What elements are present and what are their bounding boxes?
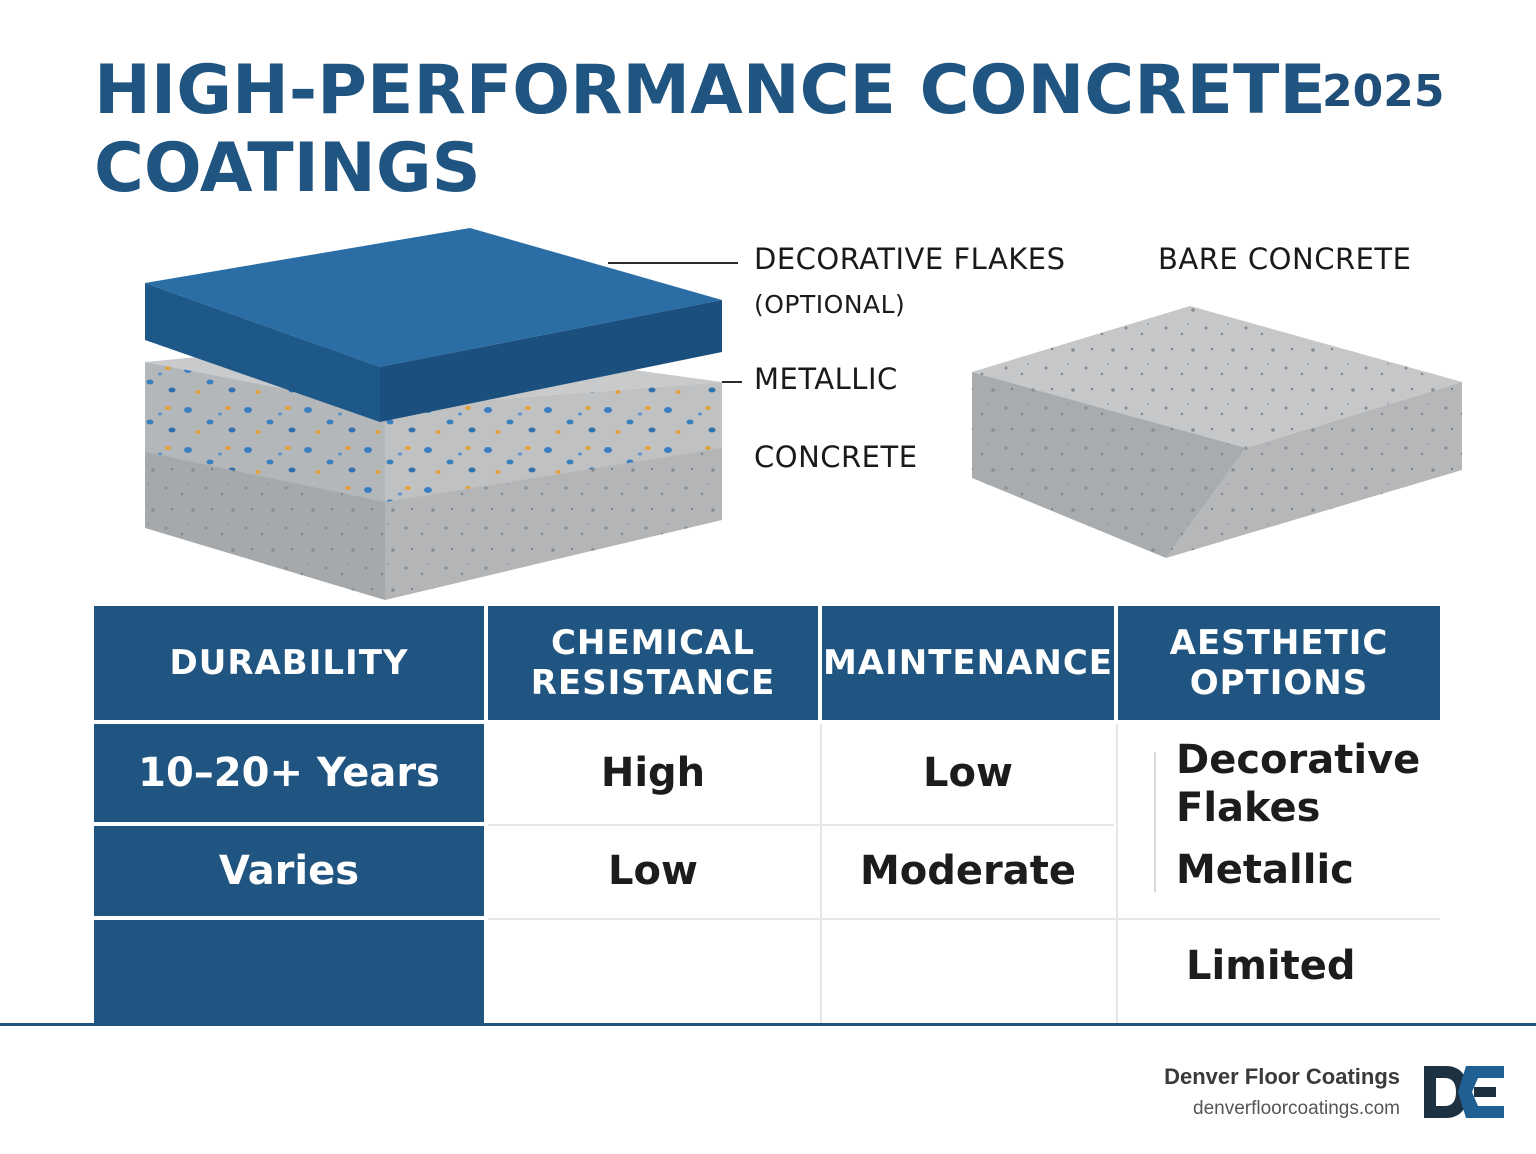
label-decorative-flakes: DECORATIVE FLAKES bbox=[754, 242, 1066, 276]
coating-layers-diagram bbox=[145, 228, 1462, 600]
comparison-table: DURABILITY CHEMICAL RESISTANCE MAINTENAN… bbox=[94, 606, 1440, 1024]
bare-concrete-block bbox=[972, 306, 1462, 558]
label-metallic: METALLIC bbox=[754, 362, 898, 396]
year-badge: 2025 bbox=[1322, 66, 1445, 117]
dfc-monogram-icon bbox=[1424, 1066, 1504, 1118]
label-optional: (OPTIONAL) bbox=[754, 290, 906, 319]
aesthetic-flakes: Flakes bbox=[1176, 785, 1321, 831]
decorative-flakes-layer bbox=[145, 228, 722, 422]
header-durability: DURABILITY bbox=[94, 606, 484, 720]
title-line-2: COATINGS bbox=[94, 129, 481, 208]
cell-maintenance-1: Low bbox=[923, 750, 1013, 796]
cell-maintenance-2: Moderate bbox=[859, 848, 1076, 894]
leader-line-flakes bbox=[608, 262, 738, 264]
title-line-1: HIGH-PERFORMANCE CONCRETE bbox=[94, 51, 1326, 130]
leader-line-metallic bbox=[722, 381, 742, 383]
divider bbox=[820, 724, 822, 1024]
footer-rule bbox=[0, 1023, 1536, 1026]
cell-durability-2: Varies bbox=[94, 826, 484, 916]
divider bbox=[1116, 724, 1118, 1024]
divider bbox=[1154, 752, 1156, 892]
brand-url: denverfloorcoatings.com bbox=[1193, 1098, 1400, 1119]
header-chemical-resistance: CHEMICAL RESISTANCE bbox=[488, 606, 818, 720]
page-title: HIGH-PERFORMANCE CONCRETE COATINGS bbox=[94, 52, 1326, 208]
brand-name: Denver Floor Coatings bbox=[1164, 1064, 1400, 1089]
header-maintenance: MAINTENANCE bbox=[822, 606, 1114, 720]
cell-durability-3 bbox=[94, 920, 484, 1024]
divider bbox=[488, 824, 1114, 826]
aesthetic-limited: Limited bbox=[1186, 943, 1356, 989]
label-concrete: CONCRETE bbox=[754, 440, 918, 474]
aesthetic-metallic: Metallic bbox=[1176, 847, 1354, 893]
cell-durability-1: 10–20+ Years bbox=[94, 724, 484, 822]
brand-block: Denver Floor Coatings denverfloorcoating… bbox=[1164, 1064, 1400, 1120]
label-bare-concrete: BARE CONCRETE bbox=[1158, 242, 1412, 276]
aesthetic-decorative: Decorative bbox=[1176, 737, 1421, 783]
divider bbox=[488, 918, 1440, 920]
header-aesthetic-options: AESTHETIC OPTIONS bbox=[1118, 606, 1440, 720]
cell-chemical-2: Low bbox=[608, 848, 698, 894]
cell-chemical-1: High bbox=[600, 750, 706, 796]
